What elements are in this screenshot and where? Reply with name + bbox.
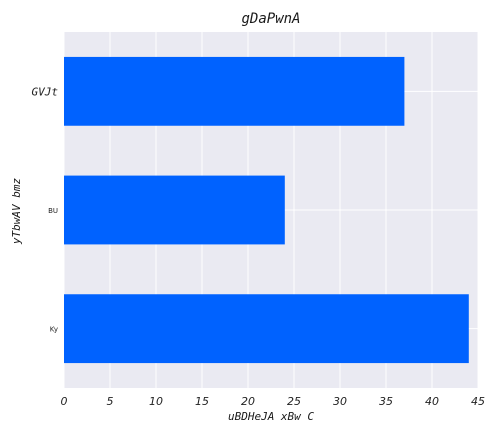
x-tick-label: 40 [425, 395, 439, 408]
bar-bu [64, 175, 285, 245]
chart-title: gDaPwnA [241, 11, 300, 27]
x-tick-label: 30 [333, 395, 347, 408]
x-tick-label: 5 [107, 395, 114, 408]
x-tick-label: 25 [287, 395, 301, 408]
x-tick-label: 10 [149, 395, 163, 408]
x-tick-label: 20 [241, 395, 255, 408]
bar-gvjt [64, 56, 405, 126]
bars [64, 56, 469, 364]
x-tick-label: 35 [379, 395, 393, 408]
bar-ky [64, 294, 469, 364]
x-axis-label: uBDHeJA xBw C [228, 410, 314, 423]
y-tick-label: BU [48, 207, 58, 215]
x-axis-ticks: 0 5 10 15 20 25 30 35 40 45 [61, 395, 486, 408]
x-tick-label: 45 [471, 395, 485, 408]
y-tick-label: GVJt [32, 85, 59, 98]
x-tick-label: 15 [195, 395, 209, 408]
x-tick-label: 0 [61, 395, 68, 408]
y-axis-label: yTbwAV bmz [10, 178, 23, 246]
y-axis-ticks: GVJt BU Ky [32, 85, 59, 333]
y-tick-label: Ky [50, 326, 58, 334]
